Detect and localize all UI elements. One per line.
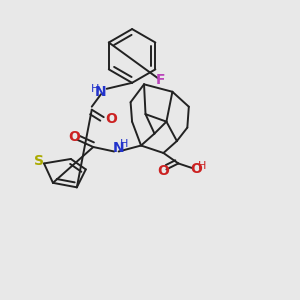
Text: O: O <box>157 164 169 178</box>
Text: H: H <box>198 161 206 171</box>
Text: O: O <box>190 162 202 176</box>
Text: H: H <box>91 84 100 94</box>
Text: O: O <box>68 130 80 144</box>
Text: H: H <box>120 139 128 149</box>
Text: F: F <box>156 73 165 87</box>
Text: N: N <box>95 85 107 99</box>
Text: N: N <box>113 141 124 155</box>
Text: S: S <box>34 154 44 168</box>
Text: O: O <box>105 112 117 126</box>
